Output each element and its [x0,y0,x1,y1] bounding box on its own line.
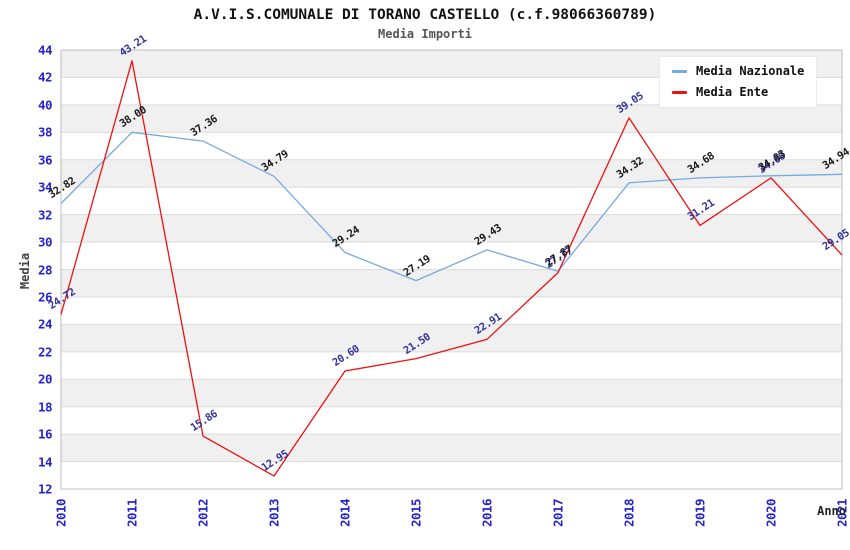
y-tick-label: 22 [37,344,53,360]
plot-border [60,49,843,490]
y-tick-label: 24 [37,316,53,332]
grid-band [61,159,842,188]
y-tick-label: 30 [37,234,53,250]
y-tick-label: 32 [37,207,53,223]
y-tick-label: 38 [37,124,53,140]
legend: Media Nazionale Media Ente [659,56,818,108]
grid-band [61,269,842,297]
grid-band [61,379,842,407]
y-tick-label: 12 [37,481,53,497]
y-tick-label: 26 [37,289,53,305]
x-tick-label: 2018 [621,498,637,528]
y-tick-label: 16 [37,426,53,442]
x-axis-title: Anno [817,504,846,518]
legend-item: Media Nazionale [672,63,804,79]
grid-band [61,104,842,133]
legend-swatch-media-nazionale [672,69,687,73]
x-tick-label: 2017 [550,498,566,528]
y-tick-label: 28 [37,262,53,277]
y-axis-title: Media [18,252,32,290]
x-tick-label: 2010 [53,498,69,528]
y-tick-label: 42 [37,69,53,85]
y-tick-label: 20 [37,371,53,387]
x-tick-label: 2015 [408,498,424,528]
y-tick-label: 18 [37,399,53,415]
legend-item: Media Ente [672,84,804,100]
y-tick-label: 34 [37,179,53,195]
x-tick-label: 2014 [337,498,353,528]
y-tick-label: 14 [37,454,53,470]
x-tick-label: 2016 [479,498,495,528]
grid-band [61,434,842,462]
series-line-media-nazionale [60,131,843,282]
x-tick-label: 2020 [763,498,779,528]
x-tick-label: 2012 [195,498,211,528]
x-tick-label: 2011 [124,498,140,528]
chart-subtitle: Media Importi [378,27,472,41]
legend-swatch-media-ente [672,90,687,94]
grid-band [61,214,842,243]
legend-label: Media Ente [696,85,769,99]
x-tick-label: 2013 [266,498,282,528]
grid-band [61,324,842,352]
x-tick-label: 2019 [692,498,708,528]
y-tick-label: 40 [37,97,53,113]
y-tick-label: 36 [37,152,53,168]
y-tick-label: 44 [37,42,53,58]
legend-label: Media Nazionale [696,64,805,78]
chart-title: A.V.I.S.COMUNALE DI TORANO CASTELLO (c.f… [193,7,657,23]
series-line-media-ente [60,60,843,477]
